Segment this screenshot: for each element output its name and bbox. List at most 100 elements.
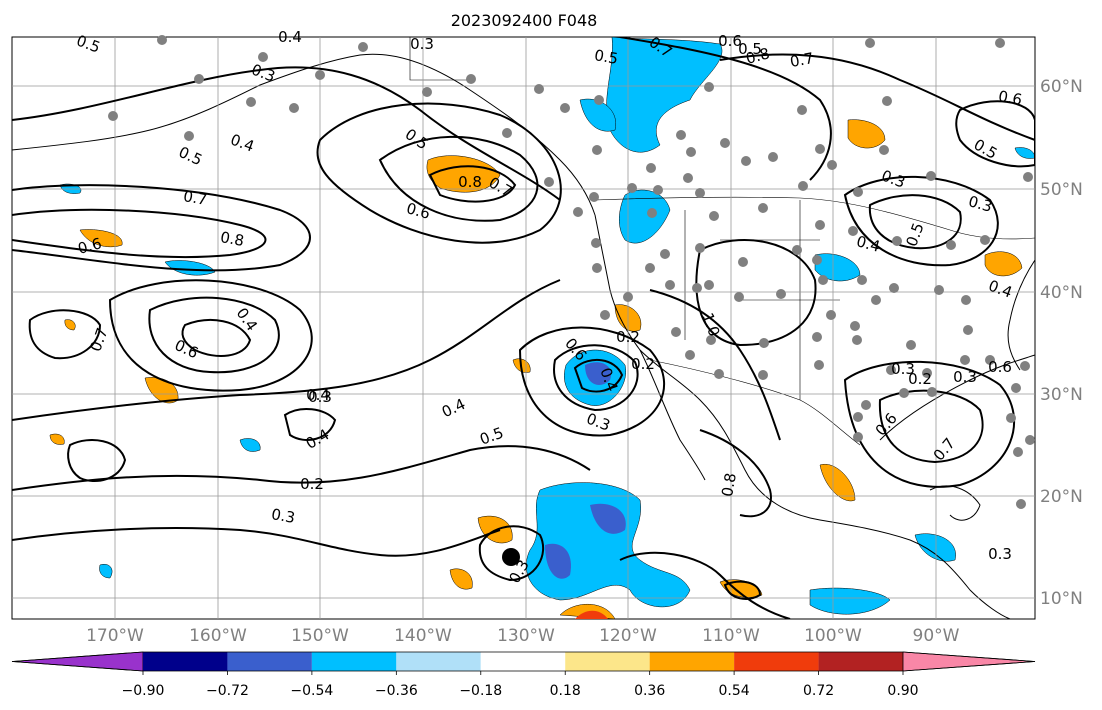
station-marker — [686, 147, 696, 157]
contour-label-group: 0.3 — [270, 505, 297, 527]
station-marker — [646, 163, 656, 173]
station-marker — [246, 97, 256, 107]
station-marker — [985, 355, 995, 365]
contour-label-group: 0.3 — [891, 360, 915, 378]
contour-label: 0.3 — [308, 388, 332, 406]
shade-orange-goa — [426, 155, 501, 193]
station-marker — [534, 84, 544, 94]
station-marker — [695, 243, 705, 253]
station-marker — [879, 145, 889, 155]
shade-orange-canada — [847, 119, 886, 149]
lat-tick-label: 20°N — [1040, 487, 1083, 507]
shade-blue-socal-core — [585, 362, 611, 385]
colorbar-extend-min — [11, 651, 144, 672]
contour-label-group: 0.4 — [854, 232, 882, 256]
station-marker — [1020, 361, 1030, 371]
station-marker — [157, 35, 167, 45]
station-marker — [861, 400, 871, 410]
colorbar-tick-label: −0.72 — [206, 683, 249, 699]
colorbar-segment — [480, 652, 566, 671]
station-marker — [922, 368, 932, 378]
contour-0p2-west — [649, 289, 781, 441]
contour-gulf-high-outer — [843, 360, 1016, 488]
contour-label: 0.2 — [300, 475, 324, 493]
station-marker — [882, 96, 892, 106]
station-marker — [812, 332, 822, 342]
contour-pac-ridge2 — [12, 208, 267, 259]
colorbar-extend-max — [902, 651, 1036, 672]
plot-title: 2023092400 F048 — [451, 11, 598, 30]
station-marker — [852, 335, 862, 345]
border-us-mexico — [649, 359, 861, 446]
contour-label: 0.4 — [278, 28, 302, 46]
station-marker — [645, 263, 655, 273]
station-marker — [358, 42, 368, 52]
shade-blue-pacific1 — [164, 260, 216, 276]
station-marker — [1016, 499, 1026, 509]
station-marker — [899, 388, 909, 398]
lon-tick-label: 170°W — [86, 626, 144, 646]
shade-blue-central — [914, 533, 956, 562]
station-marker — [502, 128, 512, 138]
colorbar-tick-label: 0.18 — [550, 683, 581, 699]
shade-blue-inland — [619, 189, 671, 244]
colorbar-tick-label: 0.36 — [634, 683, 665, 699]
station-marker — [1006, 413, 1016, 423]
contour-small-loop3 — [283, 408, 337, 441]
station-marker — [683, 173, 693, 183]
colorbar: −0.90 −0.72 −0.54 −0.36 −0.18 0.18 0.36 0.54 0.7… — [11, 651, 1036, 699]
contour-label: 0.3 — [891, 360, 915, 378]
lon-tick-label: 150°W — [291, 626, 349, 646]
station-marker — [853, 187, 863, 197]
contour-label: 0.6 — [718, 32, 742, 50]
contour-label: 0.6 — [997, 87, 1024, 109]
lat-tick-label: 60°N — [1040, 77, 1083, 97]
contour-plains-high — [695, 239, 817, 347]
station-marker — [826, 310, 836, 320]
colorbar-segment — [311, 652, 397, 671]
station-marker — [934, 285, 944, 295]
station-layer — [108, 35, 1035, 509]
contour-label: 0.6 — [404, 199, 432, 223]
station-marker — [946, 240, 956, 250]
colorbar-segment — [818, 652, 903, 671]
contour-label-group: 0.5 — [593, 46, 620, 68]
station-marker — [706, 335, 716, 345]
station-marker — [573, 207, 583, 217]
graticule — [12, 37, 1035, 619]
contour-pac-high-outer — [108, 279, 313, 392]
station-marker — [758, 203, 768, 213]
contour-label-group: 0.8 — [458, 173, 482, 191]
contour-goa-low-mid — [378, 135, 539, 222]
station-marker — [812, 255, 822, 265]
station-marker — [709, 211, 719, 221]
lat-tick-label: 30°N — [1040, 385, 1083, 405]
coast-westcoast — [594, 214, 1011, 619]
lon-tick-label: 130°W — [497, 626, 555, 646]
station-marker — [827, 160, 837, 170]
contour-north-east1 — [719, 53, 1035, 141]
station-marker — [798, 181, 808, 191]
contour-bottom-loop — [723, 580, 762, 600]
contour-pac-high-inner — [181, 319, 252, 357]
contour-label: 0.3 — [988, 545, 1012, 563]
station-marker — [1011, 383, 1021, 393]
contour-label: 0.7 — [789, 49, 816, 71]
shade-orange-small3 — [64, 319, 76, 331]
station-marker — [857, 275, 867, 285]
contour-label-group: 0.8 — [744, 44, 772, 68]
coast-eastus — [1007, 259, 1035, 371]
highlighted-location-marker — [502, 548, 520, 566]
colorbar-segment — [565, 652, 650, 671]
contour-label: 0.2 — [908, 370, 932, 388]
lat-tick-label: 10°N — [1040, 589, 1083, 609]
contour-label: 0.8 — [219, 228, 246, 250]
station-marker — [853, 412, 863, 422]
lon-tick-label: 100°W — [804, 626, 862, 646]
lat-tick-label: 50°N — [1040, 180, 1083, 200]
station-marker — [1013, 447, 1023, 457]
contour-small-loop2 — [67, 439, 127, 482]
station-marker — [776, 289, 786, 299]
station-marker — [289, 103, 299, 113]
shade-blue-small2 — [99, 564, 113, 579]
